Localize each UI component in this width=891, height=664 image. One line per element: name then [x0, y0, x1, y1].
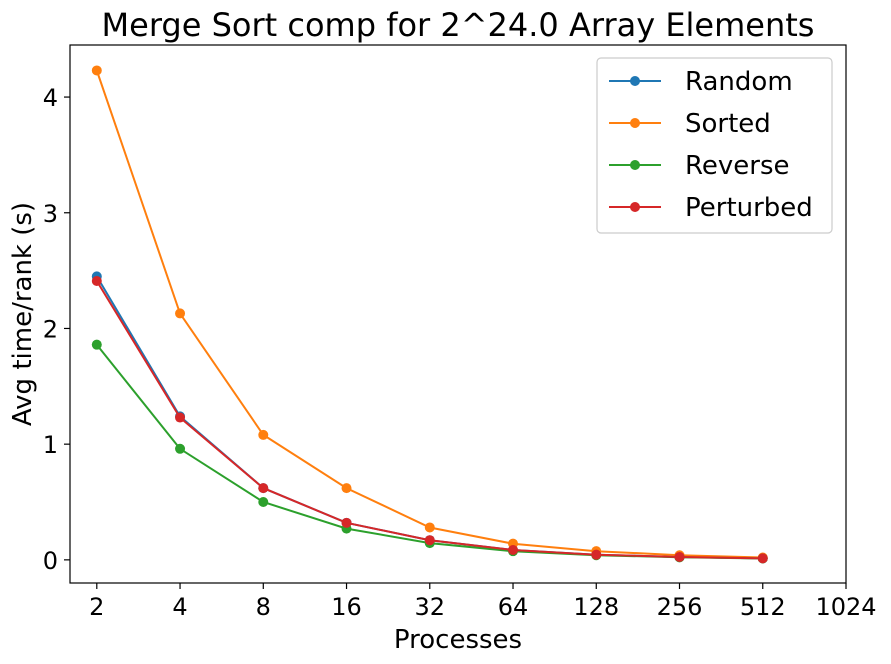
data-point-perturbed	[91, 276, 102, 287]
chart-title: Merge Sort comp for 2^24.0 Array Element…	[102, 6, 815, 44]
legend-label-perturbed: Perturbed	[685, 193, 813, 223]
data-point-reverse	[175, 443, 186, 454]
legend-box	[596, 57, 833, 234]
x-tick-label: 256	[657, 593, 703, 621]
x-tick-label: 1024	[815, 593, 876, 621]
legend-label-reverse: Reverse	[685, 151, 790, 181]
data-point-perturbed	[258, 483, 269, 494]
data-point-perturbed	[341, 517, 352, 528]
legend-label-random: Random	[685, 67, 793, 97]
x-tick-label: 32	[415, 593, 446, 621]
x-tick-label: 16	[331, 593, 362, 621]
y-tick-label: 1	[43, 431, 58, 459]
data-point-perturbed	[175, 412, 186, 423]
data-point-perturbed	[757, 553, 768, 564]
data-point-sorted	[424, 522, 435, 533]
data-point-reverse	[91, 339, 102, 350]
legend-marker-reverse	[630, 160, 640, 170]
data-point-perturbed	[424, 535, 435, 546]
y-tick-label: 4	[43, 84, 58, 112]
data-point-perturbed	[591, 549, 602, 560]
axes-frame	[69, 44, 847, 584]
x-tick-label: 64	[498, 593, 529, 621]
axes: 2 4 8 16 32 64 128 256 512 1024 0 1 2 3 4	[43, 44, 877, 621]
series-line-perturbed	[95, 280, 763, 560]
x-tick-label: 8	[256, 593, 271, 621]
x-tick-label: 512	[740, 593, 786, 621]
x-tick-label: 2	[89, 593, 104, 621]
data-point-sorted	[258, 429, 269, 440]
data-point-perturbed	[674, 551, 685, 562]
y-tick-label: 3	[43, 200, 58, 228]
data-point-sorted	[175, 308, 186, 319]
x-tick-label: 4	[172, 593, 187, 621]
legend-marker-sorted	[630, 118, 640, 128]
series-line-random	[95, 275, 763, 560]
x-tick-label: 128	[573, 593, 619, 621]
x-axis-label: Processes	[394, 625, 522, 655]
y-tick-label: 2	[43, 315, 58, 343]
legend-marker-random	[630, 76, 640, 86]
legend-marker-perturbed	[630, 202, 640, 212]
y-tick-label: 0	[43, 547, 58, 575]
plot-area	[91, 65, 768, 564]
data-point-perturbed	[508, 545, 519, 556]
y-axis-label: Avg time/rank (s)	[8, 202, 38, 426]
data-point-sorted	[341, 483, 352, 494]
legend: Random Sorted Reverse Perturbed	[596, 57, 833, 234]
data-point-sorted	[91, 65, 102, 76]
data-point-reverse	[258, 497, 269, 508]
legend-label-sorted: Sorted	[685, 109, 771, 139]
